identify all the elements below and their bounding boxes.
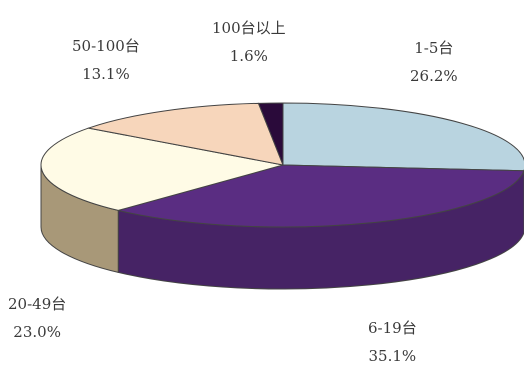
pie-slice-0	[282, 102, 524, 172]
slice-label-6-19-name: 6-19台	[368, 319, 417, 337]
slice-label-6-19-value: 35.1%	[368, 347, 417, 365]
pie-slice-2	[40, 127, 284, 211]
slice-label-100-plus: 100台以上 1.6%	[212, 14, 286, 70]
slice-label-20-49-value: 23.0%	[13, 323, 61, 341]
pie-top-faces	[40, 102, 524, 228]
pie-slice-1	[118, 164, 524, 228]
slice-label-1-5-name: 1-5台	[414, 39, 454, 57]
slice-label-100-plus-value: 1.6%	[229, 47, 268, 65]
pie-slice-3	[86, 102, 284, 166]
slice-label-50-100-name: 50-100台	[72, 37, 140, 55]
slice-label-50-100: 50-100台 13.1%	[72, 32, 140, 88]
slice-label-100-plus-name: 100台以上	[212, 19, 286, 37]
slice-label-20-49: 20-49台 23.0%	[8, 290, 66, 346]
slice-label-1-5: 1-5台 26.2%	[410, 34, 458, 90]
slice-label-6-19: 6-19台 35.1%	[368, 314, 417, 370]
slice-label-1-5-value: 26.2%	[410, 67, 458, 85]
slice-label-20-49-name: 20-49台	[8, 295, 67, 313]
slice-label-50-100-value: 13.1%	[82, 65, 130, 83]
pie-slice-4	[257, 102, 284, 166]
